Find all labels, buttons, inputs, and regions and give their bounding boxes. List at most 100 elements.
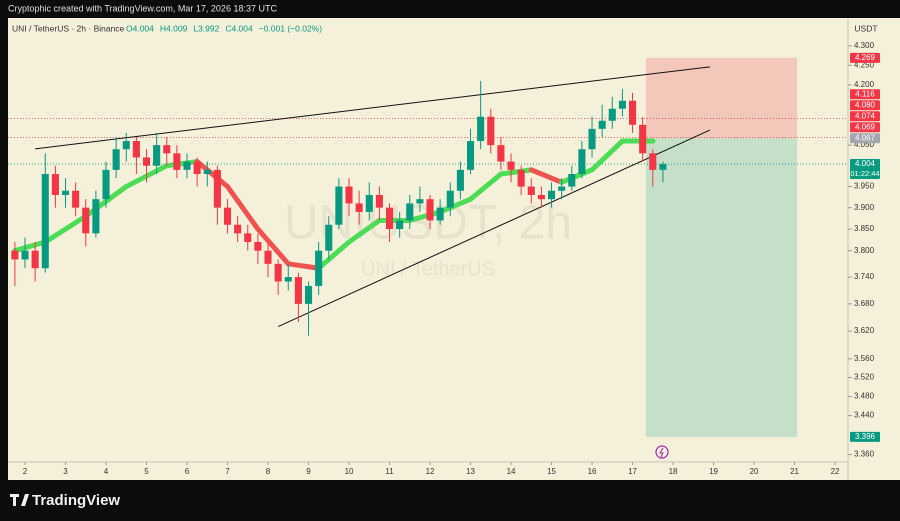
x-tick-label: 15 [547, 467, 556, 476]
x-tick-label: 20 [750, 467, 759, 476]
y-tick-label: 3.900 [854, 203, 875, 212]
candle-body [183, 161, 191, 170]
x-tick-label: 8 [266, 467, 271, 476]
price-label-box [850, 89, 880, 100]
candle-body [294, 277, 302, 304]
x-tick-label: 5 [144, 467, 149, 476]
price-label-box [850, 52, 880, 63]
target-zone [645, 138, 797, 437]
x-tick-label: 6 [185, 467, 190, 476]
ma-segment [42, 213, 89, 245]
ma-segment [225, 184, 261, 232]
candle-body [234, 224, 242, 234]
price-label-box [850, 159, 880, 180]
candle-body [497, 145, 505, 162]
ma-segment [12, 239, 48, 254]
candle-body [588, 128, 596, 150]
y-tick-label: 3.440 [854, 411, 875, 420]
candle-body [61, 190, 70, 195]
x-tick-label: 12 [426, 467, 435, 476]
x-tick-label: 17 [628, 467, 637, 476]
ma-segment [559, 167, 595, 185]
candle-body [456, 169, 464, 191]
candle-body [436, 207, 444, 221]
y-tick-label: 3.560 [854, 354, 875, 363]
candle-body [254, 242, 262, 251]
x-tick-label: 10 [345, 467, 354, 476]
watermark-sub: UNI / TetherUS [361, 258, 495, 280]
candle-body [21, 250, 29, 260]
ohlc-legend: O4.004 H4.009 L3.992 C4.004 −0.001 (−0.02%) [126, 23, 322, 33]
ohlc-value: H4.009 [160, 23, 188, 33]
candle-body [284, 277, 292, 282]
x-tick-label: 14 [507, 467, 516, 476]
y-tick-label: 3.950 [854, 182, 875, 191]
ma-segment [589, 138, 625, 173]
y-tick-label: 3.360 [854, 450, 875, 459]
candle-body [274, 263, 282, 282]
candle-body [385, 207, 394, 230]
x-tick-label: 3 [63, 467, 68, 476]
ma-segment [437, 196, 474, 215]
logo-mark [10, 494, 29, 506]
symbol: UNI / TetherUS · 2h · Binance [12, 23, 125, 33]
candle-body [598, 120, 606, 129]
ma-segment [528, 167, 565, 185]
price-label-box [850, 111, 880, 122]
candle-body [315, 250, 323, 286]
candle-body [264, 250, 272, 264]
x-tick-label: 21 [790, 467, 799, 476]
ma-segment [498, 167, 534, 177]
y-tick-label: 4.300 [854, 41, 875, 50]
x-tick-label: 11 [385, 467, 394, 476]
trendline [277, 129, 711, 327]
y-tick-label: 4.250 [854, 60, 875, 69]
ma-segment [164, 159, 200, 169]
ma-segment [468, 171, 504, 202]
candle-body [142, 157, 151, 166]
ohlc-value: L3.992 [193, 23, 219, 33]
x-tick-label: 2 [23, 467, 28, 476]
y-tick-label: 3.740 [854, 272, 875, 281]
candle-body [355, 203, 363, 212]
y-tick-label: 3.680 [854, 299, 875, 308]
x-tick-label: 18 [669, 467, 678, 476]
y-tick-label: 3.800 [854, 246, 875, 255]
y-tick-label: 4.050 [854, 140, 875, 149]
candle-body [517, 169, 525, 187]
candle-body [82, 207, 90, 234]
price-label: 3.396 [855, 432, 876, 441]
candle-body [568, 174, 576, 187]
ma-segment [285, 261, 322, 271]
price-label: 4.074 [855, 111, 876, 120]
ma-segment [194, 159, 231, 190]
candle-body [325, 224, 333, 251]
candle-body [72, 190, 80, 208]
candle-body [203, 169, 211, 175]
x-tick-label: 16 [588, 467, 597, 476]
candle-body [396, 220, 404, 230]
candle-body [507, 161, 515, 170]
price-label: 4.067 [855, 133, 876, 142]
candle-body [112, 149, 120, 170]
candle-body [477, 116, 485, 142]
candle-body [223, 207, 232, 225]
candle-body [102, 169, 110, 200]
brand-logo: TradingView [10, 492, 120, 509]
candle-body [628, 100, 637, 125]
price-label: 4.080 [855, 100, 876, 109]
candle-body [527, 186, 535, 195]
y-tick-label: 3.520 [854, 373, 875, 382]
stop-zone [645, 57, 797, 139]
price-label: 4.269 [855, 53, 876, 62]
candle-body [345, 186, 353, 204]
candle-body [132, 141, 140, 158]
candle-body [122, 141, 130, 150]
candle-body [608, 108, 616, 121]
price-label-box [850, 431, 880, 442]
price-label-box [850, 133, 880, 144]
x-tick-label: 9 [306, 467, 311, 476]
candle-body [406, 203, 414, 221]
